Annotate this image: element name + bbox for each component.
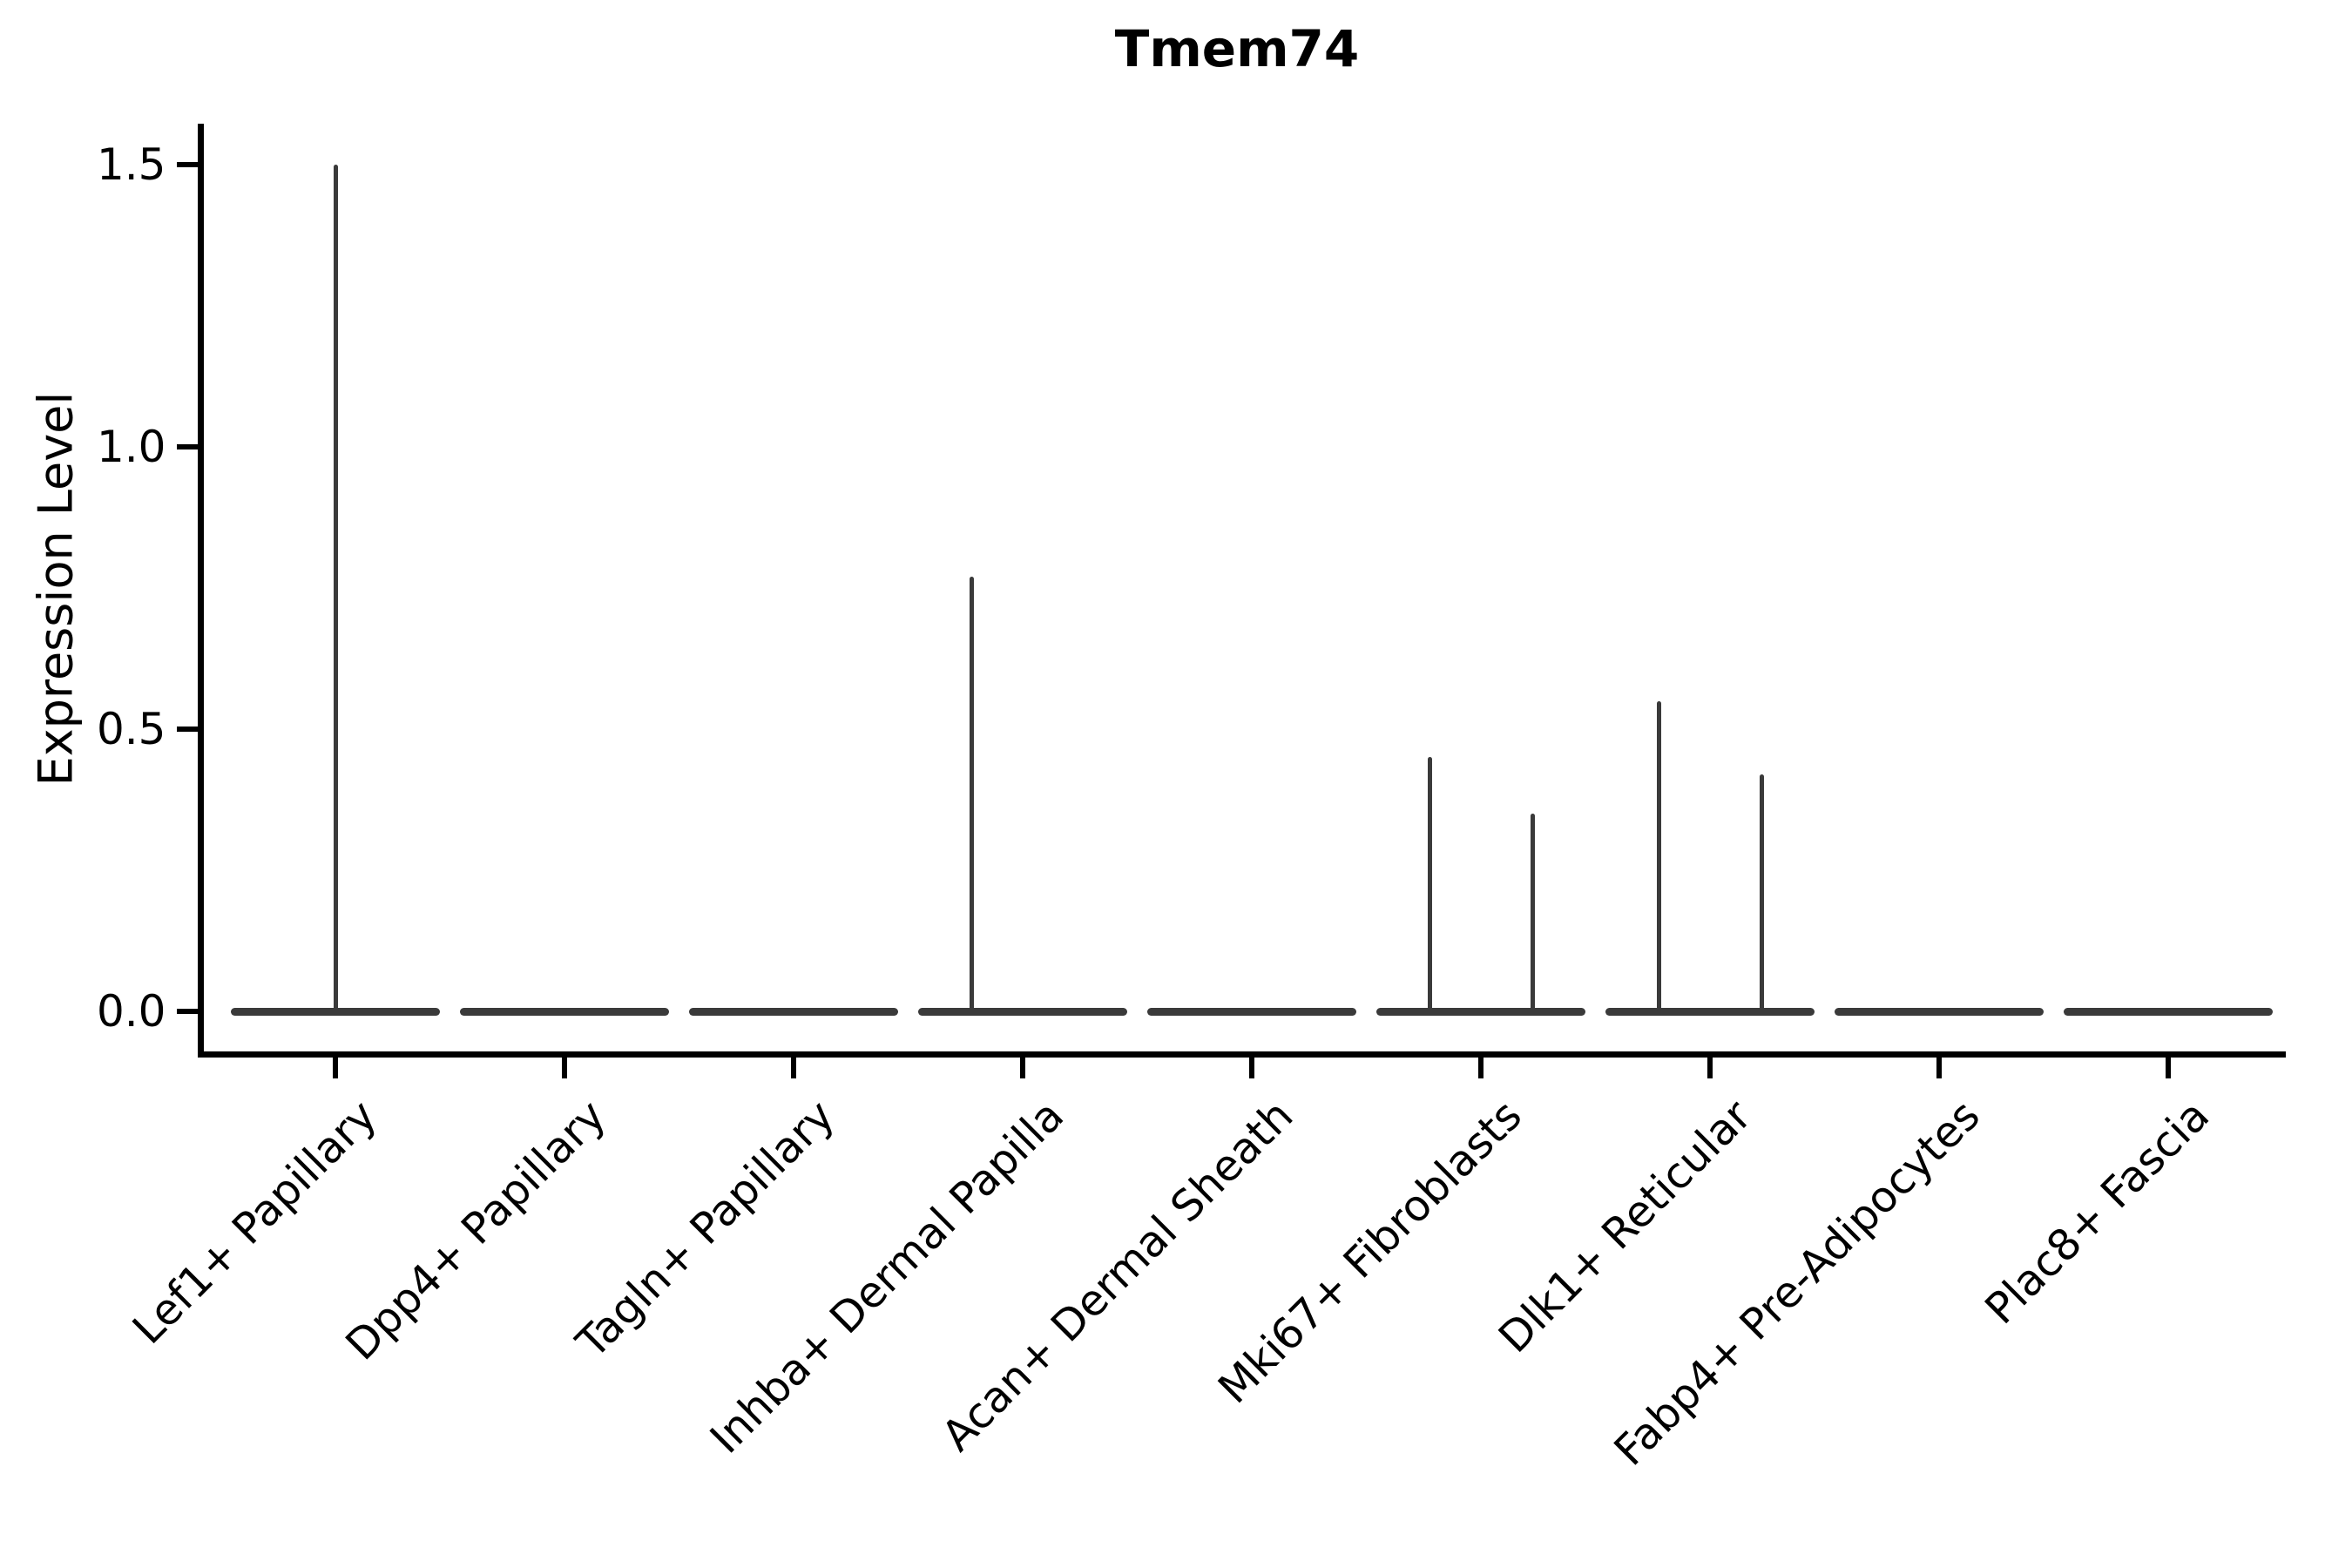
x-tick: [1478, 1057, 1484, 1078]
x-tick: [791, 1057, 796, 1078]
violin-baseline: [2064, 1007, 2273, 1016]
x-tick: [2166, 1057, 2171, 1078]
violin-spike: [1530, 814, 1535, 1011]
violin-spike: [1759, 774, 1764, 1011]
violin-baseline: [689, 1007, 898, 1016]
x-tick: [1936, 1057, 1942, 1078]
violin-baseline: [231, 1007, 440, 1016]
y-tick: [176, 162, 198, 167]
violin-baseline: [1147, 1007, 1356, 1016]
x-tick: [1020, 1057, 1025, 1078]
y-tick-label: 1.5: [96, 139, 166, 190]
violin-spike: [333, 165, 338, 1011]
x-tick-label: Plac8+ Fascia: [1976, 1090, 2220, 1334]
chart-title: Tmem74: [1114, 19, 1360, 78]
x-tick: [1707, 1057, 1713, 1078]
x-axis-line: [197, 1051, 2286, 1058]
y-tick: [176, 444, 198, 449]
violin-spike: [969, 577, 974, 1011]
x-tick: [333, 1057, 338, 1078]
y-tick: [176, 727, 198, 732]
violin-spike: [1427, 757, 1432, 1011]
x-tick-label: Lef1+ Papillary: [123, 1090, 387, 1354]
y-tick-label: 0.0: [96, 986, 166, 1037]
violin-baseline: [460, 1007, 669, 1016]
violin-baseline: [1605, 1007, 1815, 1016]
violin-spike: [1656, 700, 1661, 1011]
x-tick-label: Dlk1+ Reticular: [1489, 1090, 1761, 1362]
x-tick: [562, 1057, 567, 1078]
violin-baseline: [918, 1007, 1127, 1016]
violin-baseline: [1835, 1007, 2044, 1016]
x-tick-label: Fabp4+ Pre-Adipocytes: [1605, 1090, 1990, 1476]
y-axis-line: [197, 124, 204, 1058]
violin-baseline: [1376, 1007, 1585, 1016]
y-tick-label: 1.0: [96, 422, 166, 472]
y-tick: [176, 1009, 198, 1014]
y-tick-label: 0.5: [96, 704, 166, 754]
x-tick: [1249, 1057, 1254, 1078]
